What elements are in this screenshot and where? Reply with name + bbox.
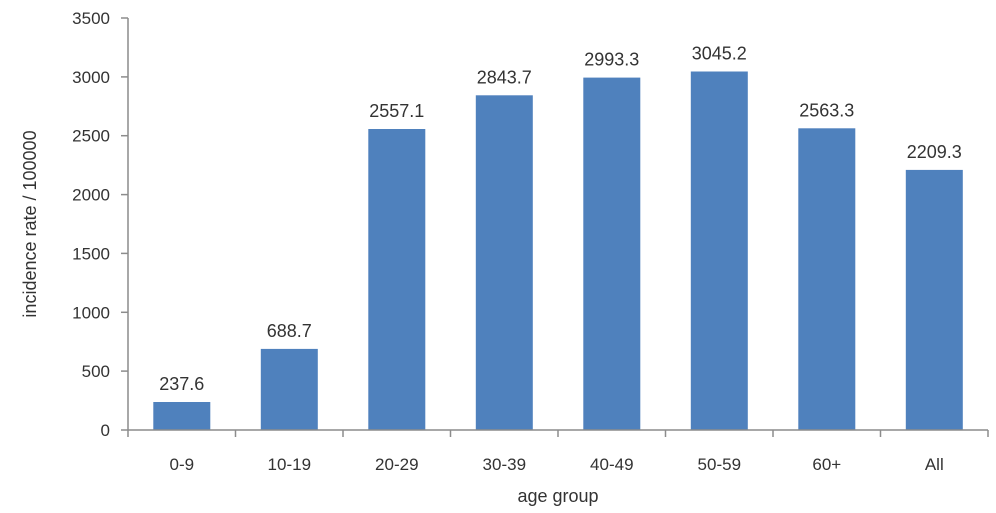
y-axis-ticks: 0 500 1000 1500 2000 2500 3000 3500 — [72, 9, 128, 440]
y-tick-label: 500 — [82, 362, 110, 381]
x-axis-title: age group — [517, 486, 598, 506]
data-labels-group: 237.6 688.7 2557.1 2843.7 2993.3 3045.2 2563.3… — [159, 44, 962, 395]
y-axis-title: incidence rate / 100000 — [20, 130, 40, 317]
data-label: 2843.7 — [477, 67, 532, 87]
bar-0-9 — [153, 402, 211, 430]
x-tick-label: 60+ — [812, 455, 841, 474]
bar-30-39 — [475, 95, 533, 431]
data-label: 2557.1 — [369, 101, 424, 121]
x-tick-label: 30-39 — [483, 455, 526, 474]
bar-20-29 — [368, 129, 426, 430]
bar-all — [905, 169, 963, 430]
y-tick-label: 2500 — [72, 127, 110, 146]
data-label: 2993.3 — [584, 50, 639, 70]
bars-group — [153, 71, 963, 431]
y-tick-label: 3500 — [72, 9, 110, 28]
data-label: 688.7 — [267, 321, 312, 341]
data-label: 237.6 — [159, 374, 204, 394]
x-tick-label: 50-59 — [698, 455, 741, 474]
y-tick-label: 1000 — [72, 303, 110, 322]
y-tick-label: 3000 — [72, 68, 110, 87]
data-label: 3045.2 — [692, 44, 747, 64]
data-label: 2209.3 — [907, 142, 962, 162]
bar-60- — [798, 128, 856, 431]
y-tick-label: 0 — [101, 421, 110, 440]
x-tick-label: 40-49 — [590, 455, 633, 474]
x-tick-label: All — [925, 455, 944, 474]
bar-10-19 — [260, 348, 318, 430]
x-axis-ticks: 0-9 10-19 20-29 30-39 40-49 50-59 60+ All — [127, 430, 989, 474]
y-tick-label: 1500 — [72, 244, 110, 263]
y-tick-label: 2000 — [72, 186, 110, 205]
bar-40-49 — [583, 77, 641, 430]
x-tick-label: 20-29 — [375, 455, 418, 474]
bar-50-59 — [690, 71, 748, 430]
x-tick-label: 0-9 — [170, 455, 195, 474]
x-tick-label: 10-19 — [268, 455, 311, 474]
data-label: 2563.3 — [799, 100, 854, 120]
